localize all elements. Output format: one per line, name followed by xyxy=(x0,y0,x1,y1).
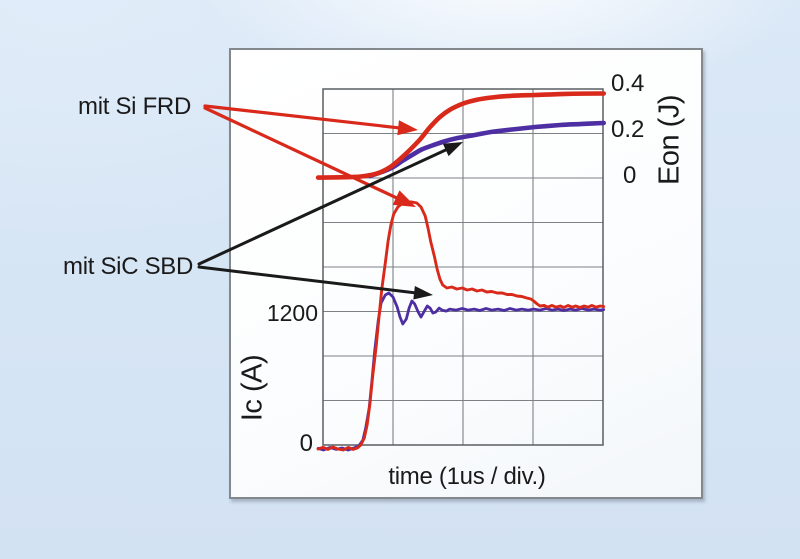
eon-tick-04: 0.4 xyxy=(611,70,645,97)
eon-tick-0: 0 xyxy=(623,162,637,189)
annotation-label-sic-sbd: mit SiC SBD xyxy=(63,253,194,280)
eon-tick-02: 0.2 xyxy=(611,116,645,143)
ic-tick-0: 0 xyxy=(299,430,313,457)
ic-tick-1200: 1200 xyxy=(266,300,318,326)
time-axis-label: time (1us / div.) xyxy=(388,463,546,490)
annotation-label-si-frd: mit Si FRD xyxy=(78,93,191,120)
eon-axis-title: Eon (J) xyxy=(653,95,686,185)
ic-axis-title: Ic (A) xyxy=(236,354,269,422)
